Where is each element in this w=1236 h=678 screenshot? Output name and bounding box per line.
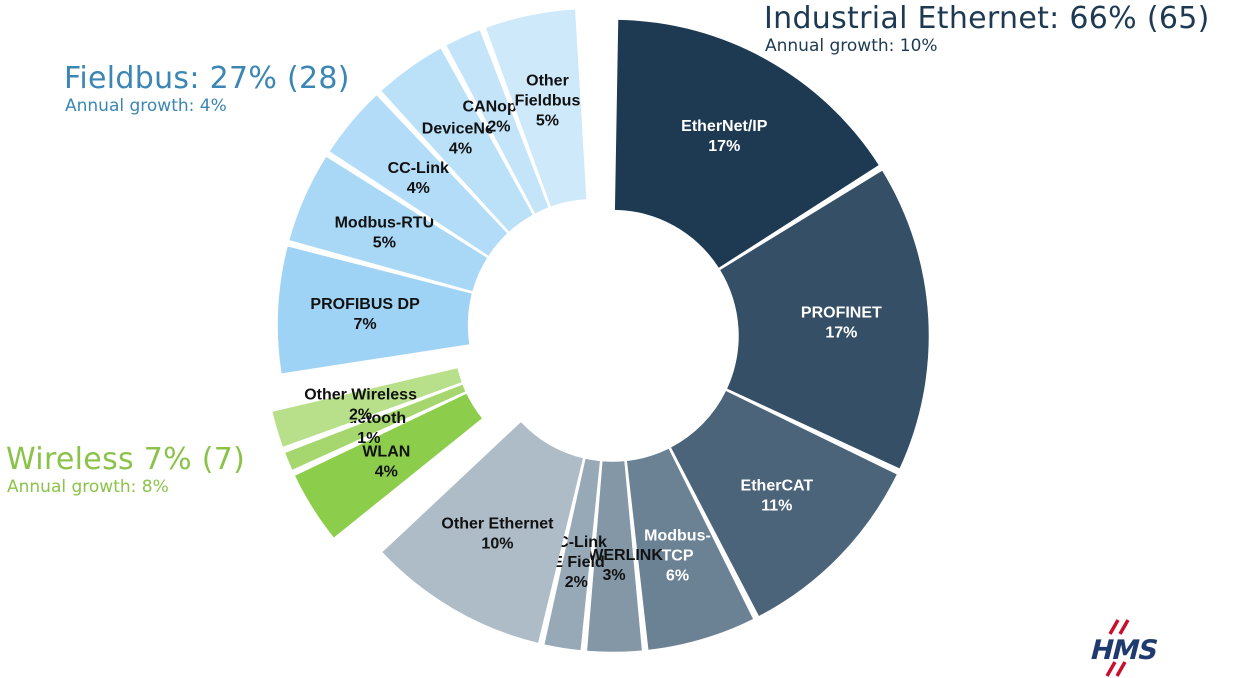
slice-value-label: 2% bbox=[565, 574, 588, 591]
slice-name-label: PROFINET bbox=[801, 304, 882, 321]
slice-name-label: EtherCAT bbox=[741, 478, 814, 495]
slice-name-label: Fieldbus bbox=[515, 93, 581, 110]
slice-name-label: DeviceNet bbox=[422, 121, 500, 138]
slice-value-label: 6% bbox=[666, 567, 689, 584]
slice-ethercat bbox=[671, 391, 897, 616]
slice-value-label: 2% bbox=[487, 118, 510, 135]
slice-name-label: Modbus- bbox=[644, 527, 711, 544]
slice-powerlink bbox=[587, 461, 642, 652]
slice-name-label: IE Field bbox=[548, 554, 605, 571]
slice-other-ethernet bbox=[382, 422, 583, 643]
slice-name-label: Other Wireless bbox=[304, 387, 417, 404]
slice-value-label: 2% bbox=[349, 407, 372, 424]
logo-text: HMS bbox=[1087, 635, 1161, 666]
slice-profibus-dp bbox=[277, 246, 472, 374]
slice-cc-link bbox=[329, 95, 508, 256]
slice-name-label: Other bbox=[526, 73, 569, 90]
industrial-ethernet-title: Industrial Ethernet: 66% (65) bbox=[764, 1, 1210, 36]
slice-wlan bbox=[295, 393, 482, 538]
slice-value-label: 17% bbox=[825, 324, 857, 341]
slice-value-label: 5% bbox=[536, 113, 559, 130]
slice-modbus-rtu bbox=[289, 156, 488, 292]
logo-accent-marks bbox=[1105, 619, 1130, 677]
wireless-title: Wireless 7% (7) bbox=[6, 442, 246, 477]
slice-value-label: 4% bbox=[375, 463, 398, 480]
slice-value-label: 1% bbox=[357, 430, 380, 447]
slice-name-label: EtherNet/IP bbox=[681, 118, 768, 135]
slice-profinet bbox=[720, 170, 929, 469]
slice-value-label: 4% bbox=[407, 180, 430, 197]
slice-value-label: 10% bbox=[481, 536, 513, 553]
fieldbus-growth: Annual growth: 4% bbox=[65, 96, 227, 116]
slice-name-label: Other Ethernet bbox=[441, 516, 554, 533]
slice-cc-link-ie-field bbox=[544, 458, 600, 651]
slice-name-label: Modbus-RTU bbox=[335, 214, 435, 231]
hms-logo: HMS bbox=[1087, 619, 1161, 677]
slice-modbus-tcp bbox=[626, 448, 754, 650]
slice-other-wireless bbox=[272, 368, 462, 447]
wireless-growth: Annual growth: 8% bbox=[7, 477, 169, 497]
fieldbus-title: Fieldbus: 27% (28) bbox=[64, 61, 350, 96]
slice-canopen bbox=[446, 30, 549, 214]
slice-ethernet-ip bbox=[614, 19, 879, 268]
slice-bluetooth bbox=[285, 384, 466, 470]
slice-value-label: 3% bbox=[602, 567, 625, 584]
slice-devicenet bbox=[381, 48, 533, 232]
slice-name-label: TCP bbox=[661, 547, 693, 564]
slice-name-label: CC-Link bbox=[388, 160, 449, 177]
slice-value-label: 4% bbox=[449, 141, 472, 158]
slice-value-label: 5% bbox=[373, 234, 396, 251]
slice-value-label: 11% bbox=[761, 498, 792, 515]
industrial-ethernet-growth: Annual growth: 10% bbox=[765, 36, 938, 56]
slice-name-label: WLAN bbox=[362, 443, 410, 460]
slice-name-label: PROFIBUS DP bbox=[310, 296, 420, 313]
slice-value-label: 17% bbox=[708, 138, 740, 155]
slice-value-label: 7% bbox=[354, 316, 377, 333]
slice-other-fieldbus bbox=[485, 9, 587, 207]
